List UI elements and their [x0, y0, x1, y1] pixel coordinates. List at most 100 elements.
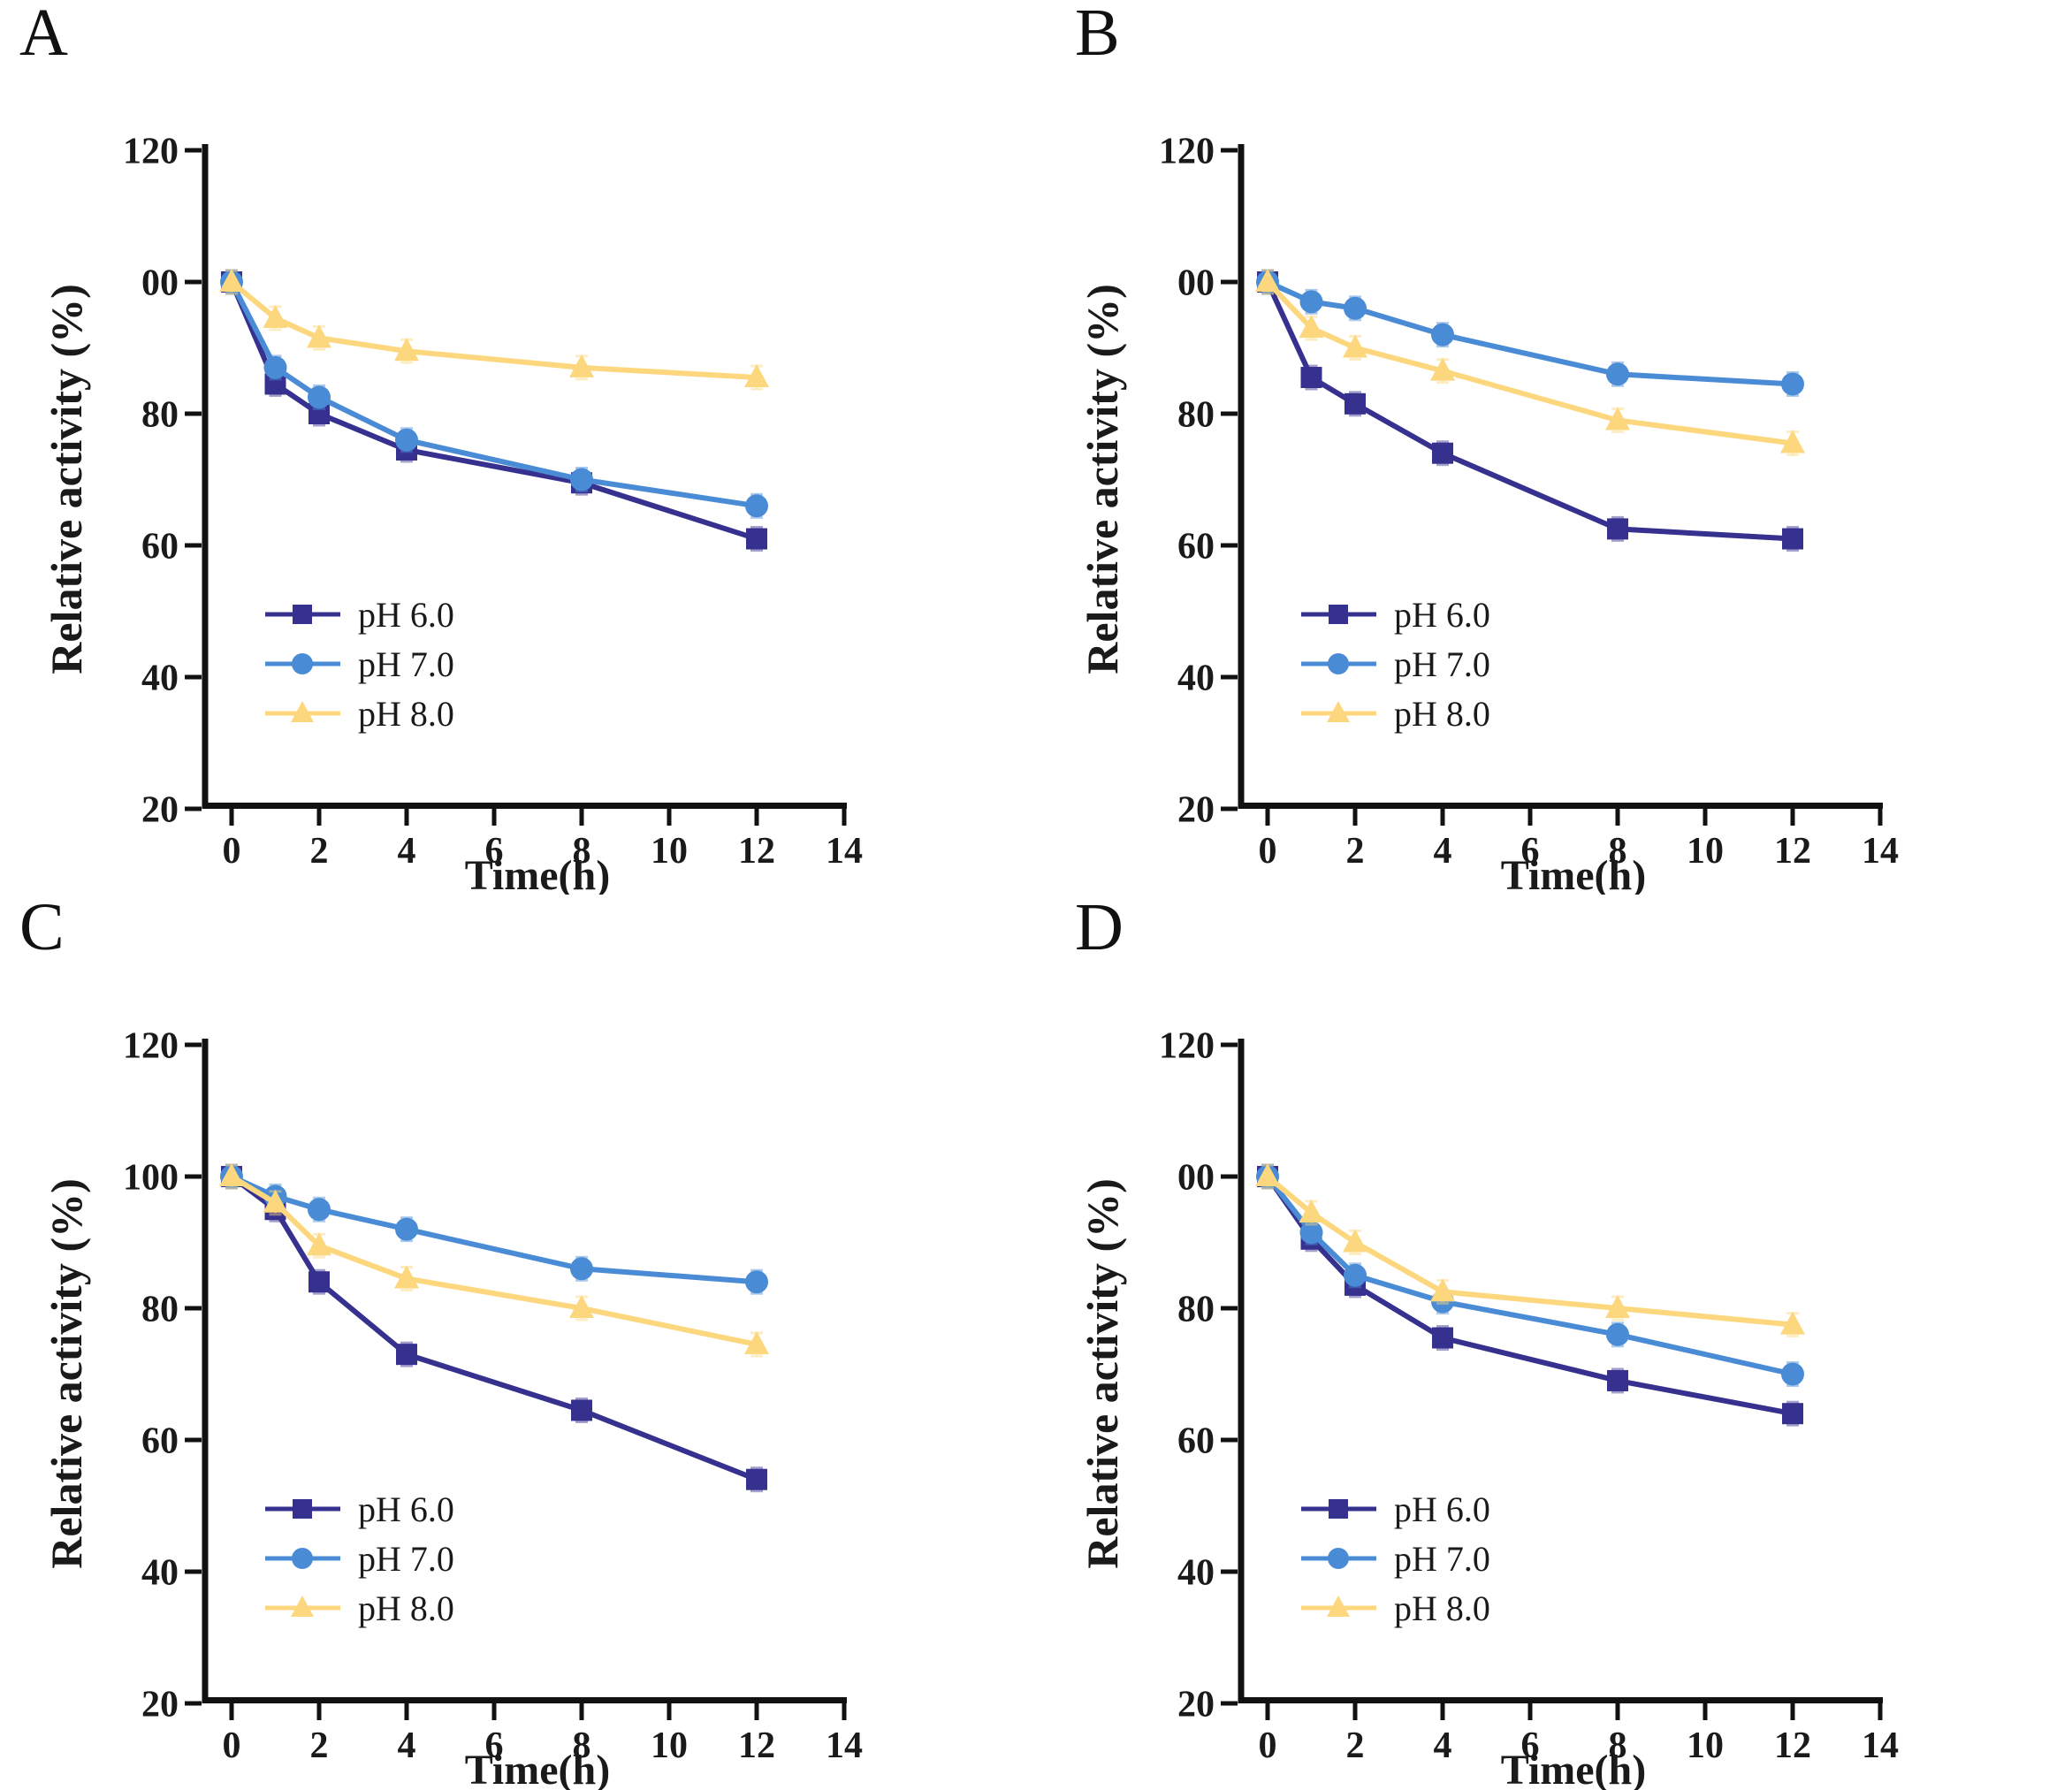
- series-pH-6.0: [221, 269, 767, 552]
- y-tick-label: 80: [1177, 395, 1215, 436]
- panel-letter-C: C: [19, 895, 65, 964]
- data-point-marker: [1345, 392, 1366, 415]
- data-point-marker: [1299, 1199, 1324, 1223]
- chart-D: 20 40 60 80 00 120 0 2 4 6 8 10 12 14 Time(h) Relative …: [1078, 1026, 1899, 1790]
- data-point-marker: [1432, 1327, 1453, 1349]
- series-line: [1265, 279, 1795, 387]
- data-point-marker: [308, 385, 331, 409]
- x-tick-label: 4: [398, 831, 416, 872]
- data-point-marker: [744, 1330, 769, 1354]
- series-pH-6.0: [1257, 269, 1803, 552]
- data-point-marker: [1781, 372, 1804, 396]
- series-line: [1265, 279, 1795, 542]
- series-pH-8.0: [219, 1163, 769, 1358]
- data-point-marker: [308, 1198, 331, 1222]
- y-tick-label: 00: [1177, 1158, 1215, 1199]
- series-line: [229, 279, 759, 509]
- data-point-marker: [1607, 518, 1628, 540]
- y-tick-label: 40: [1177, 659, 1215, 699]
- data-point-marker: [744, 364, 769, 388]
- data-point-marker: [395, 428, 418, 452]
- data-point-marker: [746, 1468, 767, 1490]
- y-tick-label: 80: [141, 395, 179, 436]
- y-tick-label: 80: [1177, 1290, 1215, 1330]
- legend: pH 6.0 pH 7.0 pH 8.0: [265, 1489, 454, 1628]
- data-point-marker: [263, 304, 288, 328]
- legend-label: pH 7.0: [1394, 1539, 1490, 1579]
- data-point-marker: [396, 1344, 417, 1366]
- data-point-marker: [394, 338, 419, 362]
- data-point-marker: [1431, 323, 1454, 347]
- series-pH-7.0: [1256, 269, 1804, 397]
- data-point-marker: [1606, 1322, 1629, 1346]
- y-tick-label: 20: [141, 1685, 179, 1725]
- x-axis-title: Time(h): [1501, 1747, 1646, 1790]
- legend-label: pH 8.0: [1394, 694, 1490, 734]
- x-tick-label: 14: [1862, 1725, 1899, 1766]
- legend-marker-square: [1329, 605, 1348, 624]
- data-point-marker: [1782, 528, 1803, 550]
- data-point-marker: [1299, 315, 1324, 339]
- data-point-marker: [219, 1163, 244, 1186]
- x-tick-label: 14: [826, 831, 863, 872]
- data-point-marker: [745, 494, 768, 518]
- data-point-marker: [309, 1271, 330, 1293]
- data-point-marker: [570, 468, 593, 491]
- legend-label: pH 8.0: [358, 694, 454, 734]
- legend-marker-square: [293, 1499, 312, 1519]
- y-tick-label: 120: [123, 132, 179, 172]
- x-tick-label: 8: [1609, 831, 1627, 872]
- series-pH-7.0: [220, 269, 768, 519]
- y-tick-label: 40: [141, 659, 179, 699]
- legend-label: pH 8.0: [358, 1588, 454, 1628]
- legend-label: pH 6.0: [1394, 595, 1490, 635]
- x-tick-label: 4: [398, 1725, 416, 1766]
- data-point-marker: [1605, 407, 1630, 430]
- panel-letter-D: D: [1075, 895, 1124, 964]
- x-tick-label: 12: [738, 1725, 775, 1766]
- legend-marker-circle: [1328, 653, 1349, 674]
- x-tick-label: 8: [573, 1725, 591, 1766]
- data-point-marker: [1782, 1403, 1803, 1425]
- y-tick-label: 20: [1177, 1685, 1215, 1725]
- data-point-marker: [569, 1295, 594, 1318]
- data-point-marker: [395, 1217, 418, 1241]
- data-point-marker: [1344, 1263, 1367, 1287]
- panel-letter-A: A: [19, 0, 68, 70]
- data-point-marker: [1605, 1295, 1630, 1318]
- x-tick-label: 8: [1609, 1725, 1627, 1766]
- x-tick-label: 0: [223, 1725, 241, 1766]
- data-point-marker: [263, 1189, 288, 1213]
- legend: pH 6.0 pH 7.0 pH 8.0: [1301, 1489, 1490, 1628]
- data-point-marker: [570, 1257, 593, 1281]
- data-point-marker: [1344, 296, 1367, 320]
- x-tick-label: 10: [651, 831, 688, 872]
- legend-marker-triangle: [291, 1596, 314, 1617]
- panel-C: C 20 40 60 80 100 120 0 2 4 6 8 10 12 14 Time(h) Relati…: [0, 895, 1036, 1790]
- series-line: [1265, 1174, 1795, 1328]
- legend: pH 6.0 pH 7.0 pH 8.0: [1301, 595, 1490, 734]
- data-point-marker: [1781, 1362, 1804, 1386]
- panel-A: A 20 40 60 80 00 120 0 2 4 6 8 10 12 14 Time(h) Relativ…: [0, 0, 1036, 895]
- x-tick-label: 6: [485, 831, 504, 872]
- y-axis-title: Relative activity (%): [1078, 284, 1127, 674]
- legend-marker-triangle: [291, 701, 314, 722]
- legend-label: pH 8.0: [1394, 1588, 1490, 1628]
- data-point-marker: [1343, 334, 1367, 358]
- x-tick-label: 0: [223, 831, 241, 872]
- y-tick-label: 40: [1177, 1553, 1215, 1594]
- chart-C: 20 40 60 80 100 120 0 2 4 6 8 10 12 14 Time(h) Relative…: [42, 1026, 863, 1790]
- legend-label: pH 6.0: [358, 595, 454, 635]
- data-point-marker: [1255, 1163, 1280, 1186]
- x-tick-label: 6: [1521, 831, 1540, 872]
- x-tick-label: 6: [1521, 1725, 1540, 1766]
- legend-marker-square: [1329, 1499, 1348, 1519]
- chart-B: 20 40 60 80 00 120 0 2 4 6 8 10 12 14 Time(h) Relative …: [1078, 132, 1899, 895]
- legend-label: pH 6.0: [358, 1489, 454, 1529]
- x-tick-label: 2: [1346, 1725, 1365, 1766]
- y-tick-label: 40: [141, 1553, 179, 1594]
- x-tick-label: 8: [573, 831, 591, 872]
- y-tick-label: 100: [123, 1158, 179, 1199]
- data-point-marker: [1780, 430, 1805, 453]
- x-tick-label: 2: [310, 1725, 329, 1766]
